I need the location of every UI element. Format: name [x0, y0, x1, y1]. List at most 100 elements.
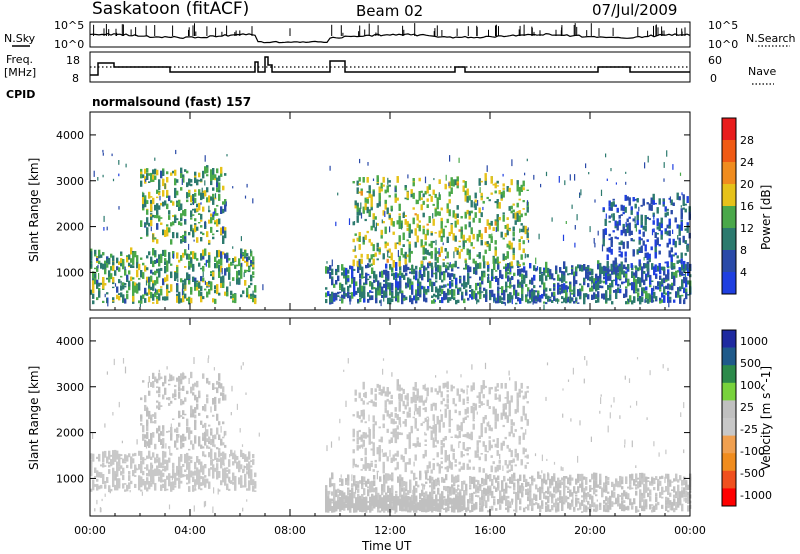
data-cell [351, 266, 354, 274]
data-cell [329, 295, 332, 303]
data-cell [236, 456, 239, 460]
data-cell [208, 239, 211, 244]
data-cell [673, 275, 676, 282]
data-cell [458, 431, 461, 438]
data-cell [559, 291, 561, 295]
data-cell [678, 259, 681, 263]
data-cell [502, 190, 505, 194]
data-cell [399, 288, 402, 294]
data-cell [146, 477, 149, 485]
data-cell [196, 380, 199, 388]
data-cell [222, 392, 225, 401]
data-cell [246, 456, 249, 462]
data-cell [180, 255, 183, 261]
data-cell [387, 282, 390, 290]
data-cell [449, 297, 452, 301]
data-cell [138, 300, 141, 304]
data-cell [391, 284, 394, 291]
data-cell [152, 293, 155, 301]
data-cell [218, 264, 221, 272]
data-cell [94, 267, 97, 270]
data-cell [433, 490, 436, 494]
data-cell [416, 235, 419, 243]
data-cell [669, 284, 672, 290]
data-cell [376, 470, 379, 473]
data-cell [112, 297, 115, 303]
data-cell [415, 199, 417, 205]
data-cell [436, 418, 439, 425]
data-cell [382, 423, 385, 429]
data-cell [178, 381, 181, 387]
data-cell [527, 291, 529, 297]
data-cell [414, 418, 417, 424]
data-cell [164, 459, 167, 464]
data-cell [416, 428, 419, 431]
data-cell [188, 470, 191, 476]
data-cell [250, 474, 253, 477]
data-cell [164, 375, 167, 382]
data-cell [414, 406, 417, 410]
data-cell [483, 487, 486, 495]
data-cell [374, 463, 377, 468]
data-cell [685, 288, 688, 296]
data-cell [214, 178, 217, 181]
data-cell [519, 298, 522, 304]
data-cell [442, 437, 445, 442]
data-cell [555, 298, 558, 302]
data-cell [563, 261, 566, 269]
data-cell [432, 440, 435, 448]
data-cell [368, 238, 371, 243]
data-cell [667, 269, 670, 274]
data-cell [250, 460, 253, 462]
data-cell [438, 428, 441, 433]
data-cell [433, 282, 436, 284]
data-cell [509, 298, 512, 303]
data-cell [228, 459, 231, 467]
data-cell [566, 287, 568, 293]
data-cell [670, 199, 673, 206]
data-cell [404, 258, 407, 265]
data-cell [190, 430, 193, 434]
data-cell [600, 189, 603, 196]
data-cell [431, 281, 434, 286]
data-cell [436, 251, 439, 254]
data-cell [106, 292, 109, 295]
data-cell [551, 273, 554, 280]
data-cell [457, 300, 460, 303]
data-cell [325, 287, 328, 290]
data-cell [140, 257, 143, 260]
data-cell [494, 258, 497, 264]
data-cell [363, 286, 366, 294]
data-cell [396, 242, 399, 245]
data-cell [549, 269, 552, 276]
data-cell [414, 443, 417, 448]
data-cell [164, 277, 167, 283]
data-cell [451, 282, 454, 287]
data-cell [343, 292, 346, 297]
data-cell [458, 157, 460, 163]
data-cell [136, 261, 139, 269]
data-cell [640, 222, 643, 226]
data-cell [145, 280, 148, 286]
data-cell [200, 213, 203, 220]
data-cell [473, 476, 476, 482]
data-cell [218, 458, 221, 462]
data-cell [487, 276, 490, 283]
data-cell [110, 273, 113, 280]
data-cell [224, 394, 227, 401]
data-cell [192, 392, 195, 396]
data-cell [440, 236, 443, 242]
colorbar-tick-label: 28 [740, 134, 754, 147]
data-cell [513, 491, 516, 494]
data-cell [176, 447, 179, 450]
data-cell [460, 452, 463, 458]
data-cell [634, 265, 637, 269]
data-cell [430, 252, 433, 259]
data-cell [644, 215, 647, 222]
data-cell [190, 217, 193, 220]
data-cell [681, 294, 684, 297]
data-cell [370, 460, 373, 463]
data-cell [430, 231, 433, 234]
data-cell [468, 249, 471, 256]
